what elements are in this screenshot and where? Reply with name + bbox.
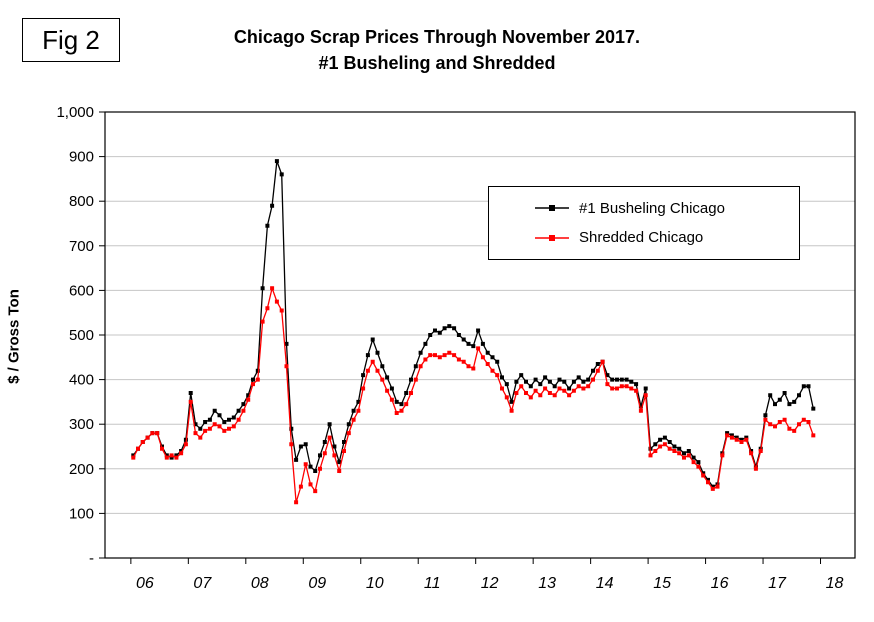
series-line-1 [132,285,814,503]
legend-item-shredded: Shredded Chicago [535,229,799,246]
y-tick-label: 500 [69,327,94,344]
x-tick-label: 13 [538,575,556,592]
y-tick-label: 400 [69,372,94,389]
chart-title-line1: Chicago Scrap Prices Through November 20… [233,27,641,47]
y-tick-label: 1,000 [56,104,94,121]
chart-title: Chicago Scrap Prices Through November 20… [0,24,874,76]
shredded-marker-icon [535,233,569,243]
legend-item-busheling: #1 Busheling Chicago [535,200,799,217]
series-markers-1 [131,286,816,505]
x-tick-label: 06 [136,575,154,592]
legend: #1 Busheling Chicago Shredded Chicago [488,186,800,260]
x-tick-label: 10 [366,575,384,592]
y-tick-label: 900 [69,149,94,166]
figure-label: Fig 2 [42,24,100,55]
legend-label-busheling: #1 Busheling Chicago [579,199,725,217]
figure-label-box: Fig 2 [22,18,120,62]
legend-label-shredded: Shredded Chicago [579,229,704,247]
x-tick-label: 12 [481,575,499,592]
x-tick-label: 17 [768,575,787,592]
y-tick-label: 700 [69,238,94,255]
busheling-marker-icon [535,203,569,213]
x-tick-label: 11 [424,575,441,592]
y-tick-label: 200 [69,461,94,478]
x-tick-label: 09 [308,575,326,592]
x-tick-label: 07 [193,575,212,592]
y-tick-label: 100 [69,505,94,522]
y-tick-label: 300 [69,416,94,433]
x-tick-label: 18 [826,575,844,592]
y-tick-label: 600 [69,282,94,299]
chart-title-line2: #1 Busheling and Shredded [318,53,556,73]
y-tick-label: - [89,550,94,567]
x-tick-label: 08 [251,575,269,592]
x-tick-label: 16 [711,575,729,592]
x-tick-label: 14 [596,575,614,592]
y-tick-label: 800 [69,193,94,210]
x-tick-label: 15 [653,575,671,592]
